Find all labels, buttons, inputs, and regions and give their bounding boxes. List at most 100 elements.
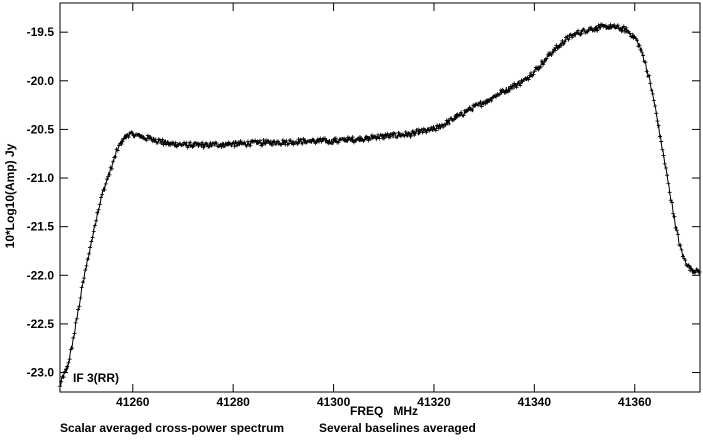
data-point-marker [542,59,547,64]
data-point-marker [96,207,101,212]
data-point-marker [139,133,144,138]
data-point-marker [420,130,425,135]
data-point-marker [494,94,499,99]
data-point-marker [565,34,570,39]
data-point-marker [674,228,679,233]
data-point-marker [76,307,81,312]
y-tick-label: -23.0 [27,366,55,380]
x-tick-label: 41300 [317,395,351,409]
data-point-marker [66,360,71,365]
data-point-marker [554,43,559,48]
data-point-marker [669,200,674,205]
x-tick-label: 41320 [417,395,451,409]
y-tick-label: -22.0 [27,268,55,282]
data-point-marker [541,62,546,67]
data-point-marker [282,140,287,145]
data-point-marker [149,137,154,142]
y-tick-label: -20.0 [27,74,55,88]
data-point-marker [531,72,536,77]
data-point-marker [566,37,571,42]
data-point-marker [507,88,512,93]
data-point-marker [89,239,94,244]
data-point-marker [159,141,164,146]
data-point-marker [233,140,238,145]
data-point-marker [198,142,203,147]
data-point-marker [395,134,400,139]
data-point-marker [437,123,442,128]
data-point-marker [191,144,196,149]
data-point-marker [85,257,90,262]
data-point-marker [232,144,237,149]
data-point-marker [662,161,667,166]
data-point-marker [160,137,165,142]
data-point-marker [82,276,87,281]
data-point-marker [649,88,654,93]
data-point-marker [461,113,466,118]
data-point-marker [73,320,78,325]
data-point-marker [568,32,573,37]
data-point-marker [74,316,79,321]
data-point-marker [368,136,373,141]
data-point-marker [443,123,448,128]
data-point-marker [300,141,305,146]
data-point-marker [220,141,225,146]
data-point-marker [596,23,601,28]
data-point-marker [447,121,452,126]
data-point-marker [366,138,371,143]
data-point-marker [314,140,319,145]
data-point-marker [666,181,671,186]
data-point-marker [392,131,397,136]
data-point-marker [268,139,273,144]
data-point-marker [71,335,76,340]
data-point-marker [409,131,414,136]
data-point-marker [518,83,523,88]
data-point-marker [576,28,581,33]
data-point-marker [374,136,379,141]
data-point-marker [214,141,219,146]
data-point-marker [470,108,475,113]
data-point-marker [526,77,531,82]
data-point-marker [638,47,643,52]
data-point-marker [298,137,303,142]
data-point-marker [459,110,464,115]
data-point-marker [296,137,301,142]
data-point-marker [663,165,668,170]
series-layer [58,22,702,389]
data-point-marker [660,147,665,152]
data-point-marker [559,43,564,48]
data-point-marker [582,27,587,32]
data-point-marker [235,143,240,148]
data-point-marker [301,136,306,141]
data-point-marker [404,133,409,138]
data-point-marker [385,131,390,136]
data-point-marker [641,53,646,58]
data-point-marker [657,134,662,139]
data-point-marker [679,247,684,252]
data-point-marker [489,98,494,103]
data-point-marker [673,225,678,230]
x-tick-label: 41260 [116,395,150,409]
data-point-marker [65,364,70,369]
data-point-marker [574,31,579,36]
x-tick-label: 41280 [216,395,250,409]
data-point-marker [248,143,253,148]
data-point-marker [419,127,424,132]
x-axis-label: FREQ MHz [350,404,418,418]
data-point-marker [72,331,77,336]
data-point-marker [615,23,620,28]
data-point-marker [635,38,640,43]
data-point-marker [77,304,82,309]
data-point-marker [78,295,83,300]
x-axis: 41260 41280 41300 41320 41340 41360 [116,3,652,409]
data-point-marker [423,127,428,132]
data-point-marker [79,285,84,290]
data-point-marker [595,28,600,33]
data-point-marker [579,31,584,36]
data-point-marker [102,187,107,192]
data-point-marker [111,159,116,164]
data-point-marker [62,369,67,374]
data-point-marker [113,154,118,159]
data-point-marker [209,143,214,148]
data-point-marker [350,135,355,140]
data-point-marker [600,22,605,27]
